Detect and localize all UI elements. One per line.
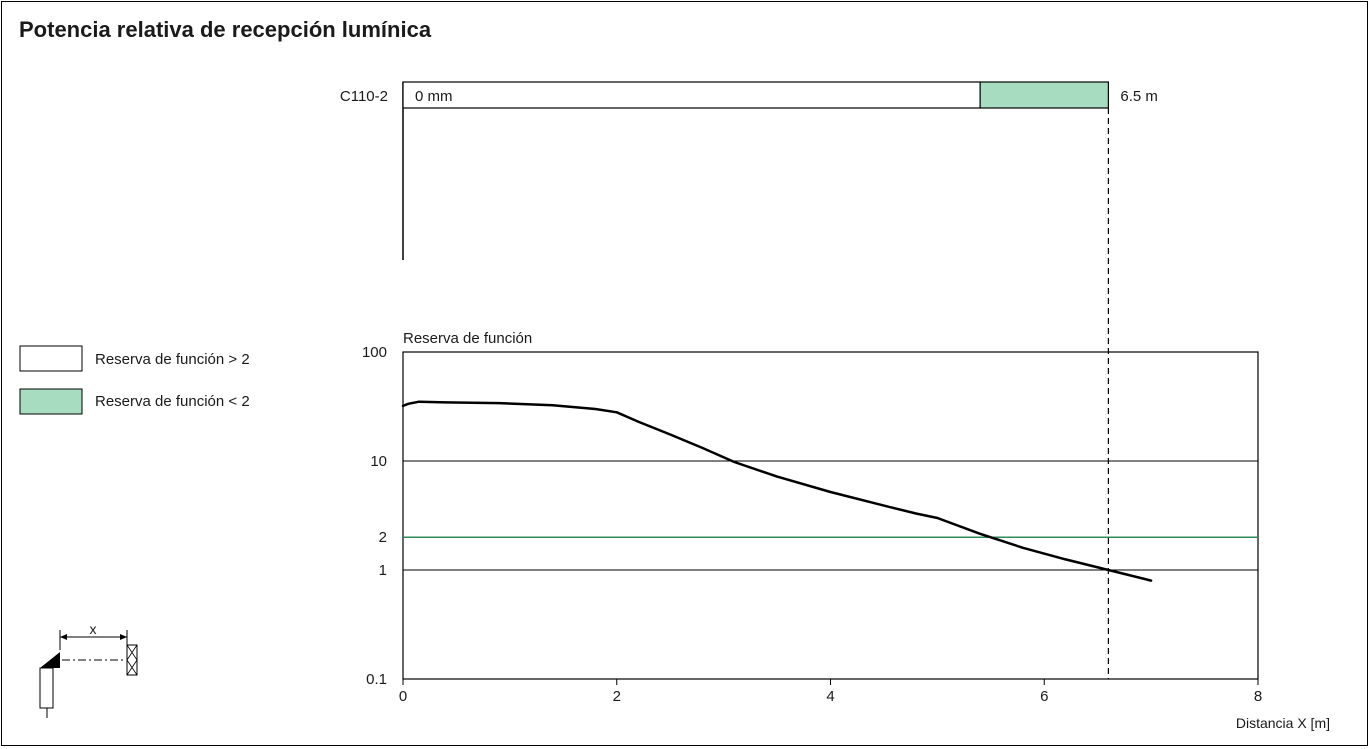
range-bar-start-label: 0 mm	[415, 88, 453, 105]
y-tick-label-10: 10	[370, 453, 387, 470]
x-tick-labels: 0 2 4 6 8	[399, 679, 1262, 705]
y-tick-labels: 0.1 1 2 10 100	[362, 344, 387, 688]
legend-swatch-lt2	[19, 388, 83, 415]
diagram-dim-arrow-left	[60, 634, 67, 640]
x-tick-label-8: 8	[1254, 688, 1262, 705]
range-bar-reserve-lt2	[979, 81, 1109, 109]
y-tick-label-0.1: 0.1	[366, 671, 387, 688]
grid-lines	[403, 460, 1258, 571]
diagram-reflector	[126, 644, 138, 676]
x-tick-label-0: 0	[399, 688, 407, 705]
diagram-reflector-hatch	[126, 644, 138, 676]
diagram-sensor-body	[39, 667, 54, 709]
y-tick-label-2: 2	[379, 529, 387, 546]
y-tick-label-100: 100	[362, 344, 387, 361]
y-axis-label: Reserva de función	[403, 330, 532, 347]
measurement-diagram: x	[39, 621, 138, 718]
x-axis-label: Distancia X [m]	[1236, 715, 1330, 731]
y-tick-label-1: 1	[379, 562, 387, 579]
legend-swatch-gt2	[19, 345, 83, 372]
legend: Reserva de función > 2 Reserva de funció…	[19, 345, 250, 415]
plot-area: Reserva de función 0.1 1 2 10 100 0 2 4 6 8 Dist…	[362, 108, 1330, 731]
series-line	[401, 400, 1153, 582]
range-bar-end-label: 6.5 m	[1120, 88, 1158, 105]
range-bar-group: C110-2 0 mm 6.5 m	[340, 81, 1158, 260]
legend-label-gt2: Reserva de función > 2	[95, 351, 250, 368]
x-tick-label-2: 2	[613, 688, 621, 705]
diagram-dim-arrow-right	[120, 634, 127, 640]
diagram-x-label: x	[90, 621, 97, 637]
range-bar-reserve-gt2	[402, 81, 981, 109]
range-bar-model-label: C110-2	[340, 88, 388, 105]
x-tick-label-6: 6	[1040, 688, 1048, 705]
chart-title: Potencia relativa de recepción lumínica	[19, 17, 432, 42]
diagram-sensor-head	[40, 652, 60, 668]
x-tick-label-4: 4	[826, 688, 834, 705]
plot-border	[402, 351, 1259, 680]
legend-label-lt2: Reserva de función < 2	[95, 393, 250, 410]
